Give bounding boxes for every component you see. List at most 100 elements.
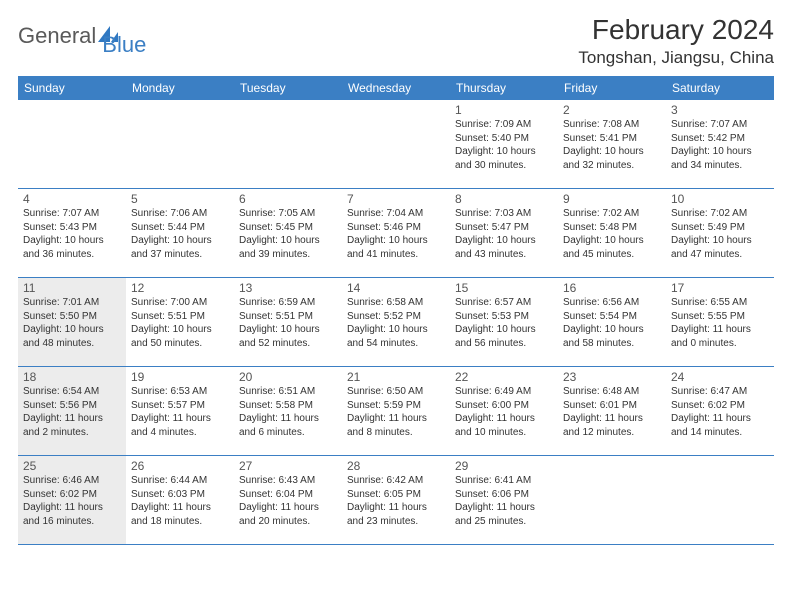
day-number: 13: [239, 281, 337, 295]
day-number: 26: [131, 459, 229, 473]
weeks-container: 1Sunrise: 7:09 AMSunset: 5:40 PMDaylight…: [18, 100, 774, 545]
daylight-text: Daylight: 11 hours and 8 minutes.: [347, 412, 445, 439]
day-cell: 18Sunrise: 6:54 AMSunset: 5:56 PMDayligh…: [18, 367, 126, 455]
day-cell: 20Sunrise: 6:51 AMSunset: 5:58 PMDayligh…: [234, 367, 342, 455]
sunset-text: Sunset: 5:48 PM: [563, 221, 661, 235]
sunrise-text: Sunrise: 6:55 AM: [671, 296, 769, 310]
sunset-text: Sunset: 5:55 PM: [671, 310, 769, 324]
day-cell: 17Sunrise: 6:55 AMSunset: 5:55 PMDayligh…: [666, 278, 774, 366]
day-cell: 19Sunrise: 6:53 AMSunset: 5:57 PMDayligh…: [126, 367, 234, 455]
sunset-text: Sunset: 6:06 PM: [455, 488, 553, 502]
day-number: 12: [131, 281, 229, 295]
daylight-text: Daylight: 10 hours and 34 minutes.: [671, 145, 769, 172]
day-number: 3: [671, 103, 769, 117]
day-number: 6: [239, 192, 337, 206]
daylight-text: Daylight: 11 hours and 18 minutes.: [131, 501, 229, 528]
brand-text-general: General: [18, 23, 96, 49]
weekday-header: Wednesday: [342, 76, 450, 100]
day-number: 8: [455, 192, 553, 206]
weekday-header: Friday: [558, 76, 666, 100]
sunset-text: Sunset: 5:57 PM: [131, 399, 229, 413]
daylight-text: Daylight: 10 hours and 41 minutes.: [347, 234, 445, 261]
day-number: 7: [347, 192, 445, 206]
sunset-text: Sunset: 5:41 PM: [563, 132, 661, 146]
sunrise-text: Sunrise: 6:50 AM: [347, 385, 445, 399]
sunrise-text: Sunrise: 6:47 AM: [671, 385, 769, 399]
day-number: 2: [563, 103, 661, 117]
day-cell: 12Sunrise: 7:00 AMSunset: 5:51 PMDayligh…: [126, 278, 234, 366]
sunset-text: Sunset: 5:56 PM: [23, 399, 121, 413]
sunset-text: Sunset: 5:50 PM: [23, 310, 121, 324]
daylight-text: Daylight: 11 hours and 4 minutes.: [131, 412, 229, 439]
brand-text-blue: Blue: [102, 32, 146, 58]
day-cell: 3Sunrise: 7:07 AMSunset: 5:42 PMDaylight…: [666, 100, 774, 188]
day-cell: 5Sunrise: 7:06 AMSunset: 5:44 PMDaylight…: [126, 189, 234, 277]
day-cell: 24Sunrise: 6:47 AMSunset: 6:02 PMDayligh…: [666, 367, 774, 455]
day-cell: 29Sunrise: 6:41 AMSunset: 6:06 PMDayligh…: [450, 456, 558, 544]
daylight-text: Daylight: 11 hours and 16 minutes.: [23, 501, 121, 528]
daylight-text: Daylight: 10 hours and 36 minutes.: [23, 234, 121, 261]
day-cell: 13Sunrise: 6:59 AMSunset: 5:51 PMDayligh…: [234, 278, 342, 366]
day-number: 1: [455, 103, 553, 117]
day-cell: 15Sunrise: 6:57 AMSunset: 5:53 PMDayligh…: [450, 278, 558, 366]
sunrise-text: Sunrise: 6:57 AM: [455, 296, 553, 310]
day-cell: [558, 456, 666, 544]
daylight-text: Daylight: 11 hours and 23 minutes.: [347, 501, 445, 528]
sunset-text: Sunset: 5:43 PM: [23, 221, 121, 235]
day-cell: 6Sunrise: 7:05 AMSunset: 5:45 PMDaylight…: [234, 189, 342, 277]
sunrise-text: Sunrise: 6:48 AM: [563, 385, 661, 399]
sunset-text: Sunset: 5:49 PM: [671, 221, 769, 235]
sunrise-text: Sunrise: 7:02 AM: [671, 207, 769, 221]
daylight-text: Daylight: 11 hours and 12 minutes.: [563, 412, 661, 439]
brand-logo: General Blue: [18, 14, 146, 58]
day-cell: 16Sunrise: 6:56 AMSunset: 5:54 PMDayligh…: [558, 278, 666, 366]
sunset-text: Sunset: 5:58 PM: [239, 399, 337, 413]
sunrise-text: Sunrise: 6:53 AM: [131, 385, 229, 399]
sunset-text: Sunset: 6:01 PM: [563, 399, 661, 413]
daylight-text: Daylight: 11 hours and 2 minutes.: [23, 412, 121, 439]
day-number: 19: [131, 370, 229, 384]
day-cell: 21Sunrise: 6:50 AMSunset: 5:59 PMDayligh…: [342, 367, 450, 455]
day-cell: 27Sunrise: 6:43 AMSunset: 6:04 PMDayligh…: [234, 456, 342, 544]
sunset-text: Sunset: 5:44 PM: [131, 221, 229, 235]
header: General Blue February 2024 Tongshan, Jia…: [18, 14, 774, 68]
sunset-text: Sunset: 6:02 PM: [23, 488, 121, 502]
weekday-header-row: Sunday Monday Tuesday Wednesday Thursday…: [18, 76, 774, 100]
sunrise-text: Sunrise: 6:54 AM: [23, 385, 121, 399]
weekday-header: Sunday: [18, 76, 126, 100]
sunrise-text: Sunrise: 7:08 AM: [563, 118, 661, 132]
sunrise-text: Sunrise: 7:09 AM: [455, 118, 553, 132]
sunset-text: Sunset: 5:45 PM: [239, 221, 337, 235]
sunset-text: Sunset: 6:02 PM: [671, 399, 769, 413]
daylight-text: Daylight: 10 hours and 58 minutes.: [563, 323, 661, 350]
sunrise-text: Sunrise: 7:05 AM: [239, 207, 337, 221]
sunset-text: Sunset: 5:52 PM: [347, 310, 445, 324]
sunrise-text: Sunrise: 6:46 AM: [23, 474, 121, 488]
title-block: February 2024 Tongshan, Jiangsu, China: [578, 14, 774, 68]
day-number: 4: [23, 192, 121, 206]
day-cell: 1Sunrise: 7:09 AMSunset: 5:40 PMDaylight…: [450, 100, 558, 188]
day-number: 16: [563, 281, 661, 295]
daylight-text: Daylight: 10 hours and 30 minutes.: [455, 145, 553, 172]
daylight-text: Daylight: 10 hours and 45 minutes.: [563, 234, 661, 261]
day-number: 21: [347, 370, 445, 384]
day-cell: [126, 100, 234, 188]
daylight-text: Daylight: 10 hours and 32 minutes.: [563, 145, 661, 172]
sunset-text: Sunset: 6:03 PM: [131, 488, 229, 502]
day-cell: 14Sunrise: 6:58 AMSunset: 5:52 PMDayligh…: [342, 278, 450, 366]
daylight-text: Daylight: 11 hours and 14 minutes.: [671, 412, 769, 439]
day-number: 23: [563, 370, 661, 384]
sunrise-text: Sunrise: 6:49 AM: [455, 385, 553, 399]
week-row: 4Sunrise: 7:07 AMSunset: 5:43 PMDaylight…: [18, 189, 774, 278]
day-cell: [666, 456, 774, 544]
daylight-text: Daylight: 11 hours and 6 minutes.: [239, 412, 337, 439]
day-cell: [234, 100, 342, 188]
day-cell: 22Sunrise: 6:49 AMSunset: 6:00 PMDayligh…: [450, 367, 558, 455]
sunrise-text: Sunrise: 7:00 AM: [131, 296, 229, 310]
sunrise-text: Sunrise: 6:42 AM: [347, 474, 445, 488]
sunrise-text: Sunrise: 6:51 AM: [239, 385, 337, 399]
weekday-header: Monday: [126, 76, 234, 100]
month-title: February 2024: [578, 14, 774, 46]
daylight-text: Daylight: 10 hours and 50 minutes.: [131, 323, 229, 350]
day-cell: 4Sunrise: 7:07 AMSunset: 5:43 PMDaylight…: [18, 189, 126, 277]
